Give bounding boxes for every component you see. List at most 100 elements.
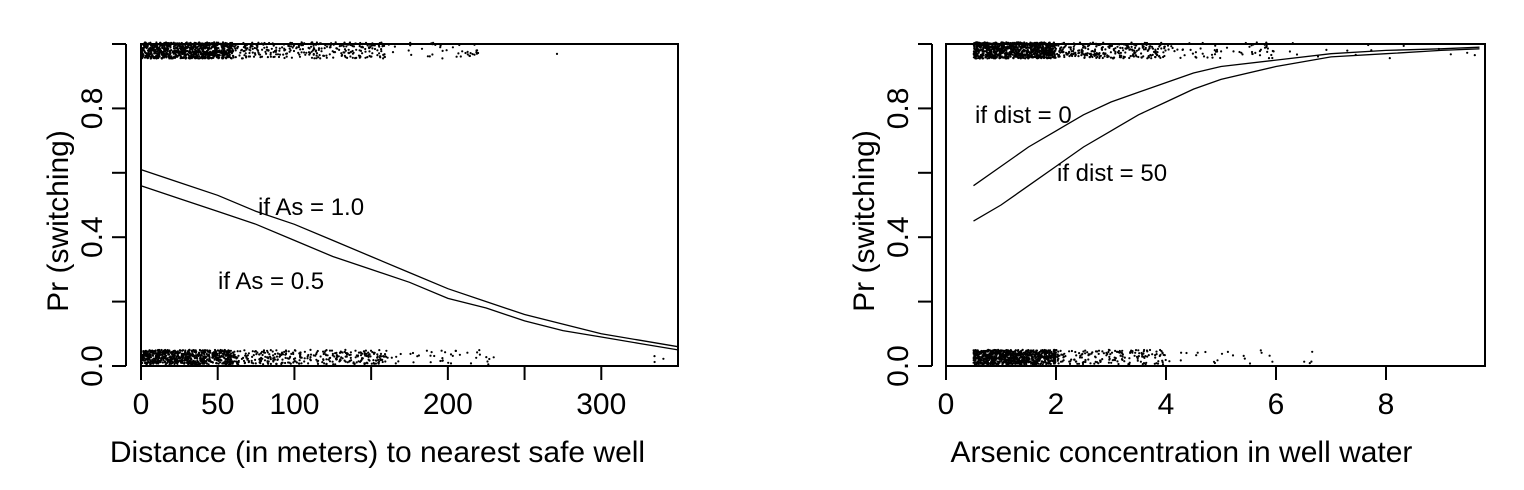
data-point xyxy=(199,51,202,54)
data-point xyxy=(1135,44,1138,47)
data-point xyxy=(331,352,334,355)
data-point xyxy=(1041,349,1044,352)
data-point xyxy=(989,363,992,366)
data-point xyxy=(1195,56,1198,59)
data-point xyxy=(204,351,207,354)
data-point xyxy=(194,350,197,353)
data-point xyxy=(202,350,205,353)
data-point xyxy=(1140,52,1143,55)
data-point xyxy=(1164,358,1167,362)
data-point xyxy=(1031,44,1034,47)
data-point xyxy=(451,354,454,357)
data-point xyxy=(351,56,354,59)
data-point xyxy=(159,351,162,354)
data-point xyxy=(184,55,187,58)
data-point xyxy=(221,43,224,46)
data-point xyxy=(272,44,275,47)
data-point xyxy=(1215,48,1219,52)
data-point xyxy=(434,43,437,47)
data-point xyxy=(241,57,244,60)
data-point xyxy=(317,48,320,52)
data-point xyxy=(295,361,298,364)
data-point xyxy=(1070,50,1073,53)
data-point xyxy=(1087,358,1090,361)
data-point xyxy=(160,348,163,352)
data-point xyxy=(279,354,282,358)
data-point xyxy=(1134,349,1138,352)
data-point xyxy=(259,359,262,362)
data-point xyxy=(1080,51,1083,54)
data-point xyxy=(1044,46,1047,49)
data-point xyxy=(196,54,199,57)
data-point xyxy=(1077,55,1080,58)
data-point xyxy=(1001,358,1004,361)
data-point xyxy=(243,54,246,57)
data-point xyxy=(451,46,454,49)
data-point xyxy=(1047,56,1050,60)
data-point xyxy=(458,353,461,356)
data-point xyxy=(304,53,307,56)
data-point xyxy=(324,349,327,353)
data-point xyxy=(416,355,419,358)
data-point xyxy=(485,356,488,359)
data-point xyxy=(1146,350,1149,353)
data-point xyxy=(379,352,383,355)
data-point xyxy=(162,359,165,362)
data-point xyxy=(1151,353,1154,356)
data-point xyxy=(1024,54,1027,57)
data-point xyxy=(378,349,381,352)
data-point xyxy=(1082,46,1085,49)
data-point xyxy=(141,358,144,361)
data-point xyxy=(1100,46,1103,50)
data-point xyxy=(441,57,444,60)
data-point xyxy=(1195,354,1198,357)
data-point xyxy=(998,361,1001,364)
data-point xyxy=(378,45,381,48)
data-point xyxy=(154,350,157,353)
data-point xyxy=(269,55,272,58)
data-point xyxy=(1025,42,1028,45)
data-point xyxy=(372,361,375,365)
data-point xyxy=(322,352,325,356)
data-point xyxy=(1040,41,1043,44)
data-point xyxy=(983,350,987,353)
data-point xyxy=(309,356,312,359)
x-tick-label: 0 xyxy=(133,388,150,421)
data-point xyxy=(997,362,1000,366)
data-point xyxy=(1135,49,1138,52)
data-point xyxy=(320,47,323,50)
data-point xyxy=(1118,349,1121,353)
data-point xyxy=(319,57,322,60)
data-point xyxy=(974,363,978,366)
data-point xyxy=(316,349,319,353)
data-point xyxy=(315,358,318,361)
data-point xyxy=(178,45,181,48)
data-point xyxy=(1022,359,1025,363)
data-point xyxy=(224,353,228,356)
data-point xyxy=(256,351,259,354)
data-point xyxy=(1005,53,1008,56)
data-point xyxy=(348,360,351,363)
data-point xyxy=(342,45,345,48)
data-point xyxy=(250,361,253,364)
data-point xyxy=(1181,48,1184,51)
data-point xyxy=(255,353,258,356)
data-point xyxy=(1074,360,1077,363)
data-point xyxy=(219,42,222,45)
data-point xyxy=(1196,351,1199,354)
data-point xyxy=(344,360,347,363)
data-point xyxy=(324,353,327,356)
data-point xyxy=(312,354,315,357)
data-point xyxy=(229,363,232,366)
data-point xyxy=(1226,350,1229,353)
data-point xyxy=(376,49,379,52)
data-point xyxy=(1045,43,1049,46)
data-point xyxy=(979,361,982,364)
data-point xyxy=(166,52,169,56)
data-point xyxy=(395,355,398,358)
data-point xyxy=(1179,359,1182,362)
data-point xyxy=(177,43,181,46)
data-point xyxy=(1163,54,1166,58)
data-point xyxy=(143,357,146,360)
data-point xyxy=(1176,48,1179,51)
